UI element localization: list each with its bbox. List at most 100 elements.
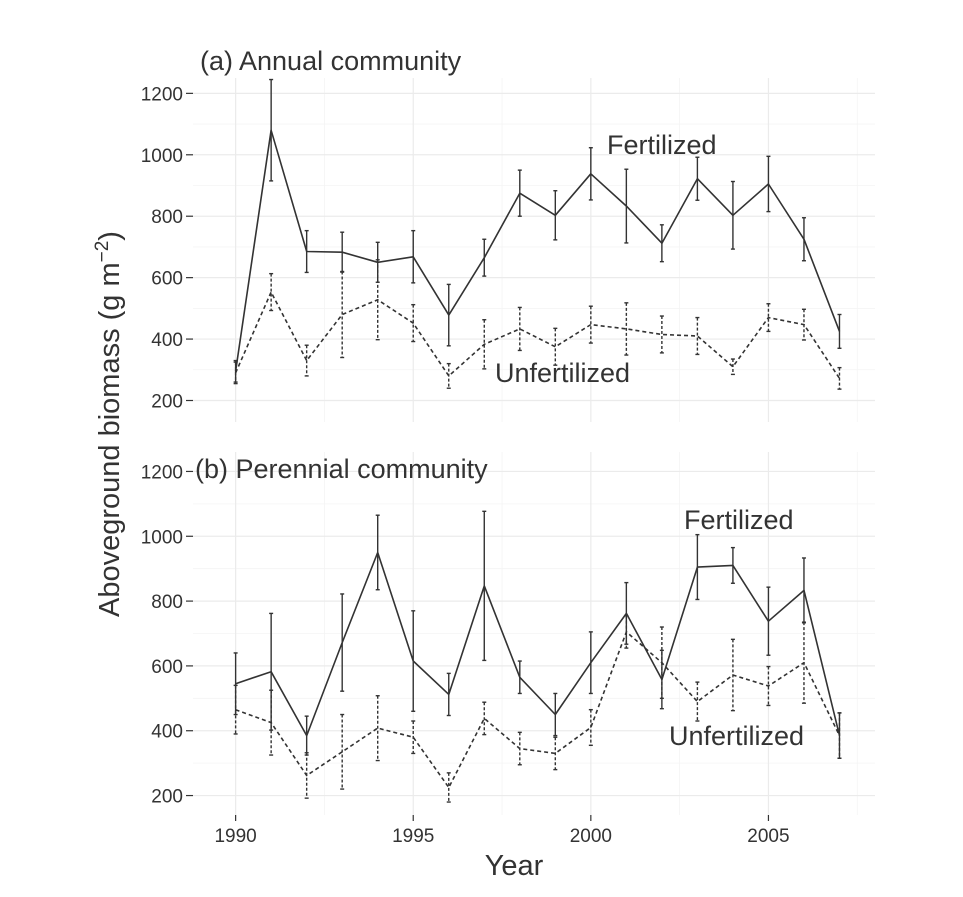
panel-a-unfertilized-errorbar [446,362,451,389]
panel-a-unfertilized-errorbar [304,344,309,377]
panel-b-unfertilized-errorbar [411,720,416,755]
panel-b-fertilized-errorbar [624,581,629,645]
y-tick-label: 800 [151,592,183,613]
panel-b-unfertilized-errorbar [801,621,806,704]
y-tick-label: 1200 [141,462,183,483]
y-axis-title-main: Aboveground biomass (g m [94,262,126,617]
panel-a-fertilized-errorbar [269,78,274,182]
y-tick-label: 800 [151,207,183,228]
panel-b-unfertilized-errorbar [446,772,451,803]
panel-a-unfertilized-errorbar [801,308,806,341]
panel-a-title: (a) Annual community [200,46,462,76]
panel-a-annual-community: 200 400 600 800 1000 1200 (a) Annual communit… [141,46,875,422]
panel-a-fertilized-errorbar [659,224,664,263]
panel-a-fertilized-errorbar [446,283,451,347]
panel-b-fertilized-errorbar [801,557,806,624]
y-tick-label: 600 [151,657,183,678]
panel-b-unfertilized-errorbar [340,713,345,790]
panel-b-unfertilized-errorbar [837,712,842,759]
panel-a-unfertilized-errorbar [766,303,771,333]
panel-b-unfertilized-label: Unfertilized [669,721,804,751]
x-axis-title: Year [485,850,544,882]
panel-a-unfertilized-errorbar [340,270,345,359]
y-tick-label: 1000 [141,527,183,548]
panel-b-unfertilized-errorbar [375,695,380,762]
panel-b-unfertilized-errorbar [517,731,522,766]
panel-b-fertilized-errorbar [411,610,416,712]
panel-b-unfertilized-errorbar [588,708,593,747]
panel-a-unfertilized-errorbar [517,306,522,352]
panel-a-unfertilized-errorbar [659,315,664,354]
panel-b-unfertilized-errorbar [553,736,558,771]
panel-a-fertilized-label: Fertilized [607,130,717,160]
panel-b-unfertilized-errorbar [482,701,487,736]
panel-a-unfertilized-errorbar [233,361,238,385]
panel-a-fertilized-errorbar [624,168,629,244]
panel-a-fertilized-errorbar [695,156,700,201]
panel-b-unfertilized-errorbar [730,638,735,712]
panel-a-fertilized-errorbar [482,238,487,277]
panel-b-fertilized-errorbar [482,510,487,662]
panel-b-fertilized-line [235,551,841,737]
panel-b-series [233,510,842,803]
panel-a-unfertilized-errorbar [588,305,593,344]
panel-b-fertilized-errorbar [730,546,735,584]
panel-a-unfertilized-errorbar [411,303,416,343]
x-tick-label: 1995 [392,826,434,847]
y-tick-label: 1000 [141,146,183,167]
panel-a-y-axis: 200 400 600 800 1000 1200 [141,84,193,413]
panel-b-fertilized-errorbar [304,715,309,756]
panel-a-fertilized-errorbar [801,217,806,262]
panel-a-unfertilized-errorbar [695,316,700,356]
panel-b-fertilized-errorbar [588,631,593,695]
panel-b-unfertilized-errorbar [624,614,629,649]
panel-a-unfertilized-errorbar [482,319,487,370]
x-tick-label: 2000 [570,826,612,847]
panel-b-unfertilized-errorbar [659,626,664,700]
x-tick-label: 2005 [747,826,789,847]
y-axis-title: Aboveground biomass (g m−2) [92,231,126,617]
panel-b-y-axis: 200 400 600 800 1000 1200 [141,462,193,808]
panel-b-fertilized-errorbar [340,593,345,692]
panel-b-unfertilized-errorbar [304,752,309,799]
panel-b-fertilized-errorbar [375,514,380,591]
panel-a-unfertilized-errorbar [375,259,380,341]
panel-b-perennial-community: 200 400 600 800 1000 1200 1990 1995 2000 2005 (b… [141,452,875,847]
panel-a-unfertilized-line [234,291,841,379]
panel-a-unfertilized-errorbar [730,358,735,376]
panel-a-fertilized-errorbar [553,190,558,241]
panel-a-fertilized-errorbar [730,180,735,250]
panel-b-fertilized-errorbar [766,586,771,656]
panel-b-unfertilized-errorbar [233,684,238,735]
panel-a-fertilized-errorbar [766,155,771,213]
panel-b-unfertilized-errorbar [766,665,771,707]
y-tick-label: 1200 [141,84,183,105]
panel-b-title: (b) Perennial community [195,454,488,484]
panel-a-unfertilized-errorbar [553,327,558,366]
panel-a-fertilized-line [234,129,841,372]
x-axis: 1990 1995 2000 2005 [214,815,790,847]
y-tick-label: 600 [151,269,183,290]
panel-b-unfertilized-errorbar [695,681,700,722]
panel-a-grid [193,78,875,422]
panel-b-fertilized-errorbar [553,692,558,737]
panel-b-fertilized-errorbar [446,672,451,717]
panel-a-unfertilized-label: Unfertilized [495,358,630,388]
panel-b-fertilized-errorbar [695,533,700,601]
y-tick-label: 200 [151,392,183,413]
panel-b-fertilized-errorbar [233,652,238,716]
y-tick-label: 400 [151,722,183,743]
y-axis-title-superscript: −2 [92,241,113,263]
panel-b-fertilized-label: Fertilized [684,505,794,535]
panel-b-unfertilized-line [235,631,841,789]
panel-a-series [233,78,842,390]
y-axis-title-close: ) [94,231,126,241]
panel-a-fertilized-errorbar [517,169,522,217]
panel-a-unfertilized-errorbar [269,272,274,312]
panel-a-fertilized-errorbar [588,147,593,201]
panel-a-fertilized-errorbar [304,229,309,274]
y-tick-label: 200 [151,787,183,808]
panel-a-unfertilized-errorbar [624,302,629,356]
panel-b-fertilized-errorbar [517,660,522,695]
